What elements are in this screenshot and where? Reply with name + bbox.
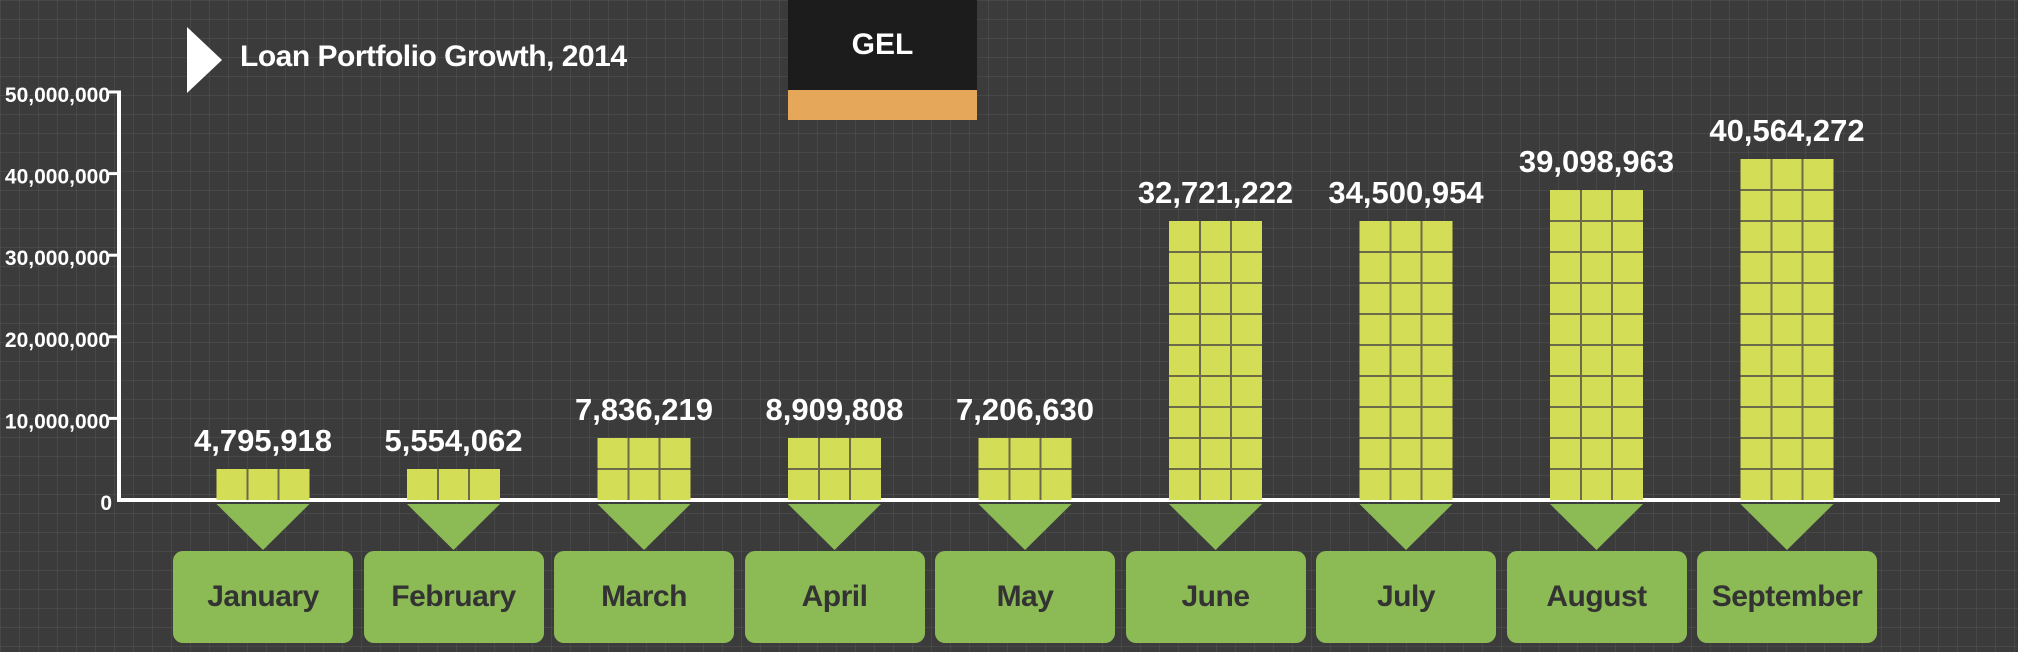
bar-pointer bbox=[788, 504, 881, 550]
month-label: January bbox=[173, 551, 353, 643]
y-tick-label: 0 bbox=[100, 492, 112, 515]
month-label: August bbox=[1506, 551, 1687, 643]
bar-pointer bbox=[1169, 504, 1262, 550]
bar-pointer bbox=[216, 504, 310, 550]
bar-value-label: 8,909,808 bbox=[766, 392, 904, 427]
bar-value-label: 34,500,954 bbox=[1328, 175, 1484, 210]
bar bbox=[1359, 221, 1453, 500]
title-arrow-icon bbox=[187, 27, 222, 93]
bar-value-label: 40,564,272 bbox=[1709, 113, 1864, 148]
month-label: February bbox=[363, 551, 544, 643]
month-label: September bbox=[1697, 551, 1877, 643]
bar-value-label: 7,206,630 bbox=[956, 392, 1094, 427]
currency-label: GEL bbox=[788, 0, 977, 90]
currency-accent-stripe bbox=[788, 90, 977, 120]
bar bbox=[216, 469, 310, 500]
month-label: June bbox=[1125, 551, 1306, 643]
y-tick-label: 10,000,000 bbox=[5, 410, 110, 433]
month-label: May bbox=[935, 551, 1115, 643]
month-label: July bbox=[1316, 551, 1496, 643]
y-tick-label: 20,000,000 bbox=[5, 329, 110, 352]
month-label: March bbox=[554, 551, 734, 643]
bar bbox=[407, 469, 500, 500]
bar bbox=[1169, 221, 1262, 500]
bar-pointer bbox=[978, 504, 1072, 550]
bar-value-label: 4,795,918 bbox=[194, 423, 332, 458]
bar-pointer bbox=[1550, 504, 1643, 550]
chart-title: Loan Portfolio Growth, 2014 bbox=[240, 40, 627, 73]
bar-value-label: 39,098,963 bbox=[1519, 144, 1674, 179]
bar-pointer bbox=[1359, 504, 1453, 550]
y-tick-label: 50,000,000 bbox=[5, 84, 110, 107]
y-tick-label: 40,000,000 bbox=[5, 166, 110, 189]
bar-pointer bbox=[1740, 504, 1834, 550]
bar-pointer bbox=[407, 504, 500, 550]
month-label: April bbox=[744, 551, 925, 643]
bar bbox=[1740, 159, 1834, 500]
bar-value-label: 5,554,062 bbox=[385, 423, 523, 458]
bar-pointer bbox=[597, 504, 691, 550]
y-tick-label: 30,000,000 bbox=[5, 247, 110, 270]
bar-value-label: 7,836,219 bbox=[575, 392, 713, 427]
bar-value-label: 32,721,222 bbox=[1138, 175, 1293, 210]
